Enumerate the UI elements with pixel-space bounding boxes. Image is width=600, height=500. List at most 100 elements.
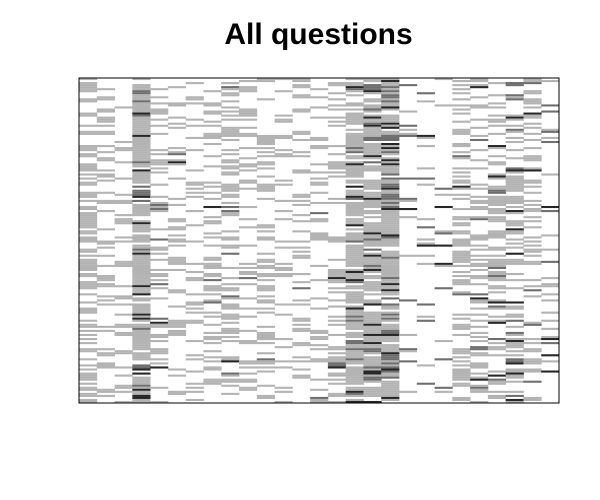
heatmap-cell [292, 84, 311, 87]
heatmap-cell [541, 311, 560, 314]
plot-frame [78, 77, 560, 404]
heatmap-cell [452, 258, 471, 261]
heatmap-cell [79, 309, 98, 312]
heatmap-cell [114, 240, 133, 243]
heatmap-cell [132, 285, 151, 288]
heatmap-cell [345, 232, 364, 235]
heatmap-cell [381, 181, 400, 184]
heatmap-cell [416, 134, 435, 137]
heatmap-cell [274, 155, 293, 158]
heatmap-cell [363, 264, 382, 267]
heatmap-cell [345, 350, 364, 353]
heatmap-cell [505, 307, 524, 310]
heatmap-cell [523, 254, 542, 257]
heatmap-cell [150, 132, 169, 135]
heatmap-cell [381, 179, 400, 182]
heatmap-cell [132, 155, 151, 158]
heatmap-cell [381, 390, 400, 393]
heatmap-cell [345, 380, 364, 383]
heatmap-cell [363, 88, 382, 91]
heatmap-cell [96, 329, 115, 332]
heatmap-cell [363, 277, 382, 280]
heatmap-cell [381, 362, 400, 365]
heatmap-cell [452, 374, 471, 377]
heatmap-cell [452, 130, 471, 133]
heatmap-cell [327, 372, 347, 375]
heatmap-cell [114, 390, 133, 393]
heatmap-cell [239, 366, 258, 369]
heatmap-cell [381, 386, 400, 389]
heatmap-cell [327, 382, 347, 385]
heatmap-cell [523, 126, 542, 129]
heatmap-cell [345, 208, 364, 211]
heatmap-cell [523, 244, 542, 247]
heatmap-cell [416, 218, 435, 221]
heatmap-cell [487, 277, 507, 280]
heatmap-cell [345, 400, 364, 404]
heatmap-cell [363, 366, 382, 369]
heatmap-cell [363, 151, 382, 154]
heatmap-cell [452, 151, 471, 154]
heatmap-cell [96, 159, 115, 162]
heatmap-cell [487, 197, 507, 200]
heatmap-cell [381, 275, 400, 278]
heatmap-cell [132, 297, 151, 300]
heatmap-cell [239, 218, 258, 221]
heatmap-cell [487, 275, 507, 278]
heatmap-cell [79, 169, 98, 172]
heatmap-cell [239, 132, 258, 135]
heatmap-cell [221, 167, 240, 170]
heatmap-cell [452, 128, 471, 131]
heatmap-cell [96, 254, 115, 257]
heatmap-cell [203, 222, 222, 225]
heatmap-cell [345, 285, 364, 288]
heatmap-cell [185, 301, 204, 304]
heatmap-cell [221, 193, 240, 196]
heatmap-cell [274, 199, 293, 202]
heatmap-cell [381, 252, 400, 255]
heatmap-cell [363, 212, 382, 215]
heatmap-cell [363, 120, 382, 123]
heatmap-cell [256, 163, 275, 166]
heatmap-cell [345, 321, 364, 324]
heatmap-cell [363, 400, 382, 404]
heatmap-cell [345, 197, 364, 200]
heatmap-cell [132, 317, 151, 320]
heatmap-cell [381, 285, 400, 288]
heatmap-cell [256, 197, 275, 200]
heatmap-cell [132, 112, 151, 115]
heatmap-cell [505, 212, 524, 215]
heatmap-cell [79, 149, 98, 152]
heatmap-cell [487, 201, 507, 204]
heatmap-cell [505, 325, 524, 328]
heatmap-cell [381, 191, 400, 194]
heatmap-cell [79, 82, 98, 85]
heatmap-cell [434, 205, 453, 209]
heatmap-cell [132, 189, 151, 192]
heatmap-cell [221, 321, 240, 324]
heatmap-cell [203, 197, 222, 200]
heatmap-cell [327, 366, 347, 369]
heatmap-cell [470, 264, 489, 267]
heatmap-cell [185, 386, 204, 389]
heatmap-cell [363, 118, 382, 121]
heatmap-cell [274, 268, 293, 272]
heatmap-cell [79, 262, 98, 265]
heatmap-cell [452, 132, 471, 135]
heatmap-cell [132, 372, 151, 375]
heatmap-cell [345, 301, 364, 304]
heatmap-cell [132, 173, 151, 176]
heatmap-cell [327, 275, 347, 278]
heatmap-cell [452, 104, 471, 107]
heatmap-cell [292, 214, 311, 217]
heatmap-cell [363, 86, 382, 89]
heatmap-cell [203, 236, 222, 239]
heatmap-cell [363, 203, 382, 207]
heatmap-cell [399, 124, 418, 127]
heatmap-cell [470, 268, 489, 272]
heatmap-cell [363, 252, 382, 255]
heatmap-cell [523, 323, 542, 326]
heatmap-cell [505, 313, 524, 316]
heatmap-cell [381, 319, 400, 322]
heatmap-cell [345, 191, 364, 194]
